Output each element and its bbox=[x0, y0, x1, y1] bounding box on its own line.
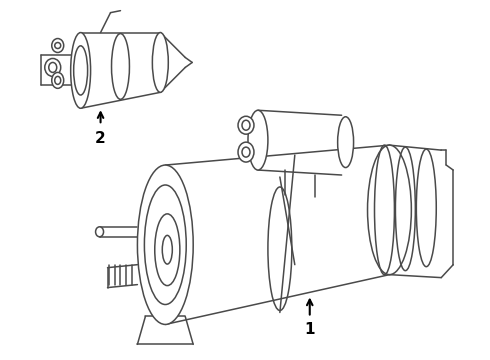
Ellipse shape bbox=[238, 142, 254, 162]
Ellipse shape bbox=[45, 58, 61, 76]
Ellipse shape bbox=[52, 39, 64, 53]
Ellipse shape bbox=[248, 110, 268, 170]
Ellipse shape bbox=[71, 32, 91, 108]
Text: 1: 1 bbox=[304, 322, 315, 337]
Ellipse shape bbox=[52, 72, 64, 88]
Ellipse shape bbox=[145, 185, 186, 305]
Ellipse shape bbox=[96, 227, 103, 237]
Ellipse shape bbox=[152, 32, 168, 92]
Ellipse shape bbox=[137, 165, 193, 324]
Text: 2: 2 bbox=[95, 131, 106, 146]
Ellipse shape bbox=[338, 117, 354, 167]
Ellipse shape bbox=[368, 145, 412, 275]
Ellipse shape bbox=[162, 235, 172, 264]
Ellipse shape bbox=[238, 116, 254, 134]
Ellipse shape bbox=[155, 214, 180, 285]
